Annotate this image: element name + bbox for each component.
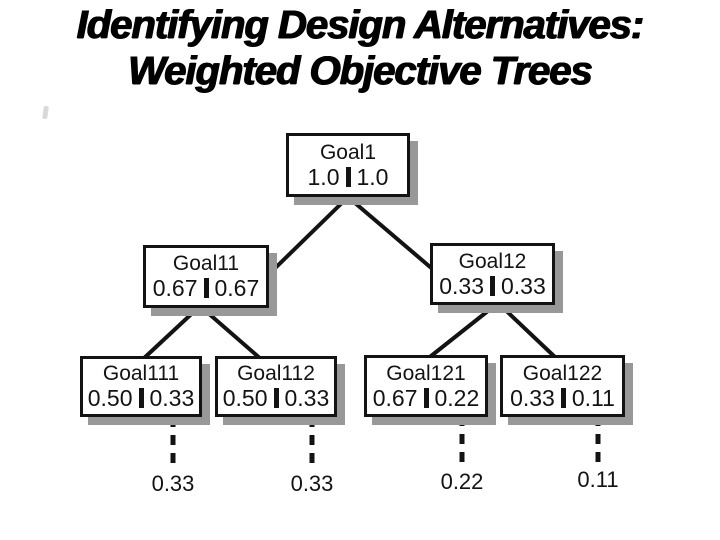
weight-left: 0.67	[152, 275, 198, 301]
node-weights: 0.50 0.33	[223, 385, 330, 411]
node-weights: 0.67 0.67	[153, 275, 260, 301]
node-label: Goal1	[319, 140, 377, 164]
weight-right: 0.33	[149, 385, 195, 411]
node-weights: 0.33 0.11	[510, 385, 615, 411]
weight-left: 0.33	[510, 384, 555, 411]
node-weights: 0.67 0.22	[373, 385, 480, 411]
weight-separator-bar	[560, 387, 566, 408]
weight-separator-bar	[490, 275, 495, 296]
slide-title-line2: Weighted Objective Trees	[128, 49, 593, 93]
tree-node-goal1: Goal1 1.0 1.0	[286, 133, 410, 197]
node-weights: 0.50 0.33	[88, 385, 195, 411]
tree-node-goal12: Goal12 0.33 0.33	[430, 243, 555, 305]
weight-left: 0.33	[439, 272, 484, 299]
weight-right: 0.11	[571, 384, 615, 411]
weight-right: 0.33	[284, 385, 330, 411]
node-label: Goal11	[172, 252, 240, 275]
edge-goal11-goal111	[140, 304, 202, 362]
edge-goal11-goal112	[198, 304, 264, 362]
tree-node-goal122: Goal122 0.33 0.11	[500, 355, 625, 417]
node-weights: 0.33 0.33	[439, 273, 546, 299]
leaf-value-goal121: 0.22	[440, 469, 484, 494]
edge-goal1-goal11	[263, 195, 350, 280]
node-label: Goal112	[237, 362, 315, 385]
weight-left: 0.50	[87, 385, 133, 411]
weight-separator-bar	[423, 387, 429, 408]
slide-title-line1: Identifying Design Alternatives:	[76, 3, 645, 47]
tree-node-goal121: Goal121 0.67 0.22	[364, 355, 488, 417]
edge-goal12-goal121	[424, 301, 500, 362]
weight-separator-bar	[203, 278, 209, 298]
node-label: Goal122	[522, 361, 603, 385]
node-weights: 1.0 1.0	[308, 164, 389, 190]
weight-separator-bar	[138, 388, 144, 408]
weight-right: 0.67	[214, 275, 260, 301]
node-label: Goal121	[386, 361, 466, 385]
tree-node-goal111: Goal111 0.50 0.33	[80, 356, 202, 417]
edge-goal1-goal12	[346, 195, 438, 274]
node-label: Goal12	[458, 249, 527, 273]
slide-title: Identifying Design Alternatives: Weighte…	[0, 2, 720, 94]
weight-left: 1.0	[307, 163, 340, 190]
weight-right: 0.22	[434, 384, 480, 411]
node-label: Goal111	[102, 362, 180, 385]
weight-left: 0.50	[222, 385, 268, 411]
weight-right: 0.33	[501, 272, 546, 299]
tree-node-goal112: Goal112 0.50 0.33	[215, 356, 337, 417]
weight-right: 1.0	[356, 163, 389, 190]
leaf-value-goal122: 0.11	[577, 467, 619, 492]
weight-separator-bar	[273, 388, 279, 408]
weight-left: 0.67	[372, 384, 418, 411]
leaf-value-goal112: 0.33	[290, 471, 334, 496]
weight-separator-bar	[345, 166, 351, 187]
edge-goal12-goal122	[496, 301, 558, 360]
tree-node-goal11: Goal11 0.67 0.67	[143, 245, 269, 308]
leaf-value-goal111: 0.33	[151, 471, 195, 496]
